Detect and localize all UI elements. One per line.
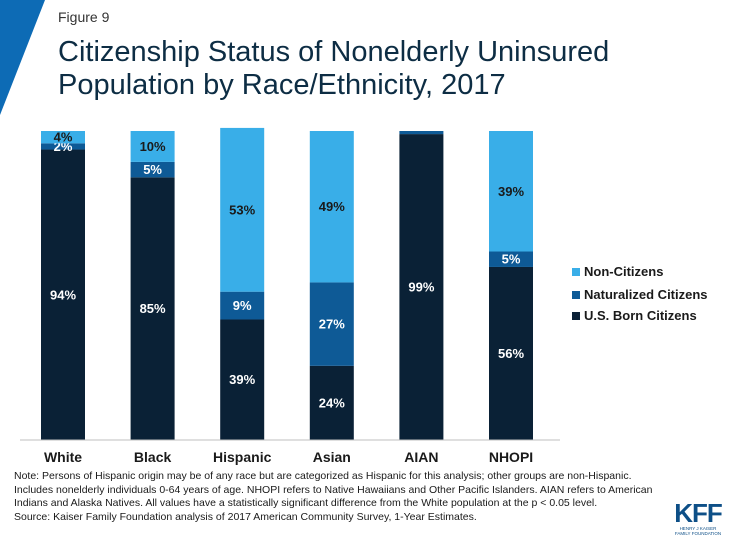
note-text: Note: Persons of Hispanic origin may be … [14, 470, 653, 509]
figure-label: Figure 9 [58, 9, 110, 25]
bar-nhopi-naturalized-citizens [489, 251, 533, 267]
data-label-hispanic-non-citizens: 53% [229, 202, 255, 217]
bar-black-u-s-born-citizens [130, 177, 175, 440]
bar-hispanic-naturalized-citizens [220, 291, 265, 320]
source-text: Source: Kaiser Family Foundation analysi… [14, 510, 477, 523]
category-label-nhopi: NHOPI [489, 449, 533, 465]
bar-asian-naturalized-citizens [309, 282, 354, 366]
bar-black-naturalized-citizens [130, 161, 175, 178]
category-label-hispanic: Hispanic [213, 449, 272, 465]
legend-swatch-u-s-born-citizens [572, 311, 580, 320]
data-label-hispanic-naturalized-citizens: 9% [233, 298, 252, 313]
bar-white-u-s-born-citizens [41, 149, 85, 441]
data-label-nhopi-u-s-born-citizens: 56% [498, 346, 524, 361]
bar-asian-u-s-born-citizens [309, 365, 354, 440]
bars-group: 94%2%4%85%5%10%39%9%53%24%27%49%99%56%5%… [41, 127, 533, 441]
legend-swatch-naturalized-citizens [572, 290, 580, 299]
data-label-aian-u-s-born-citizens: 99% [408, 280, 434, 295]
data-label-white-non-citizens: 4% [54, 130, 73, 145]
bar-nhopi-non-citizens [489, 131, 533, 252]
logo-sub-line2: FAMILY FOUNDATION [674, 531, 722, 536]
bar-hispanic-non-citizens [220, 127, 265, 292]
data-label-hispanic-u-s-born-citizens: 39% [229, 372, 255, 387]
logo-mark: KFF [674, 498, 723, 528]
logo-subtitle: HENRY J KAISER FAMILY FOUNDATION [670, 526, 726, 536]
bar-nhopi-u-s-born-citizens [489, 266, 533, 440]
bar-aian-u-s-born-citizens [399, 134, 444, 440]
data-label-asian-naturalized-citizens: 27% [319, 317, 345, 332]
bar-hispanic-u-s-born-citizens [220, 319, 265, 440]
bar-asian-non-citizens [309, 131, 354, 283]
bar-white-non-citizens [41, 131, 85, 144]
data-label-black-u-s-born-citizens: 85% [140, 301, 166, 316]
legend-item-u-s-born-citizens: U.S. Born Citizens [572, 308, 697, 323]
data-label-nhopi-non-citizens: 39% [498, 184, 524, 199]
category-labels: White Black Hispanic Asian AIAN NHOPI [44, 449, 533, 465]
data-label-white-u-s-born-citizens: 94% [50, 287, 76, 302]
data-label-nhopi-naturalized-citizens: 5% [502, 252, 521, 267]
legend-item-non-citizens: Non-Citizens [572, 264, 663, 279]
legend-label-naturalized-citizens: Naturalized Citizens [584, 287, 708, 302]
stacked-bar-chart: 94%2%4%85%5%10%39%9%53%24%27%49%99%56%5%… [20, 127, 560, 465]
data-label-black-non-citizens: 10% [140, 139, 166, 154]
legend-swatch-non-citizens [572, 267, 580, 276]
logo-sub-line1: HENRY J KAISER [679, 526, 717, 531]
data-label-asian-non-citizens: 49% [319, 199, 345, 214]
corner-accent-triangle [0, 0, 45, 115]
data-label-black-naturalized-citizens: 5% [143, 162, 162, 177]
legend-label-non-citizens: Non-Citizens [584, 264, 664, 279]
category-label-black: Black [134, 449, 172, 465]
bar-aian-naturalized-citizens [399, 131, 444, 135]
legend-label-u-s-born-citizens: U.S. Born Citizens [584, 308, 697, 323]
data-label-asian-u-s-born-citizens: 24% [319, 395, 345, 410]
footnote: Note: Persons of Hispanic origin may be … [14, 470, 654, 524]
legend-item-naturalized-citizens: Naturalized Citizens [572, 287, 708, 302]
category-label-white: White [44, 449, 82, 465]
chart-title: Citizenship Status of Nonelderly Uninsur… [58, 36, 610, 101]
category-label-asian: Asian [313, 449, 351, 465]
bar-black-non-citizens [130, 131, 175, 162]
bar-white-naturalized-citizens [41, 143, 85, 150]
category-label-aian: AIAN [404, 449, 438, 465]
kff-logo: KFF HENRY J KAISER FAMILY FOUNDATION [670, 500, 726, 536]
